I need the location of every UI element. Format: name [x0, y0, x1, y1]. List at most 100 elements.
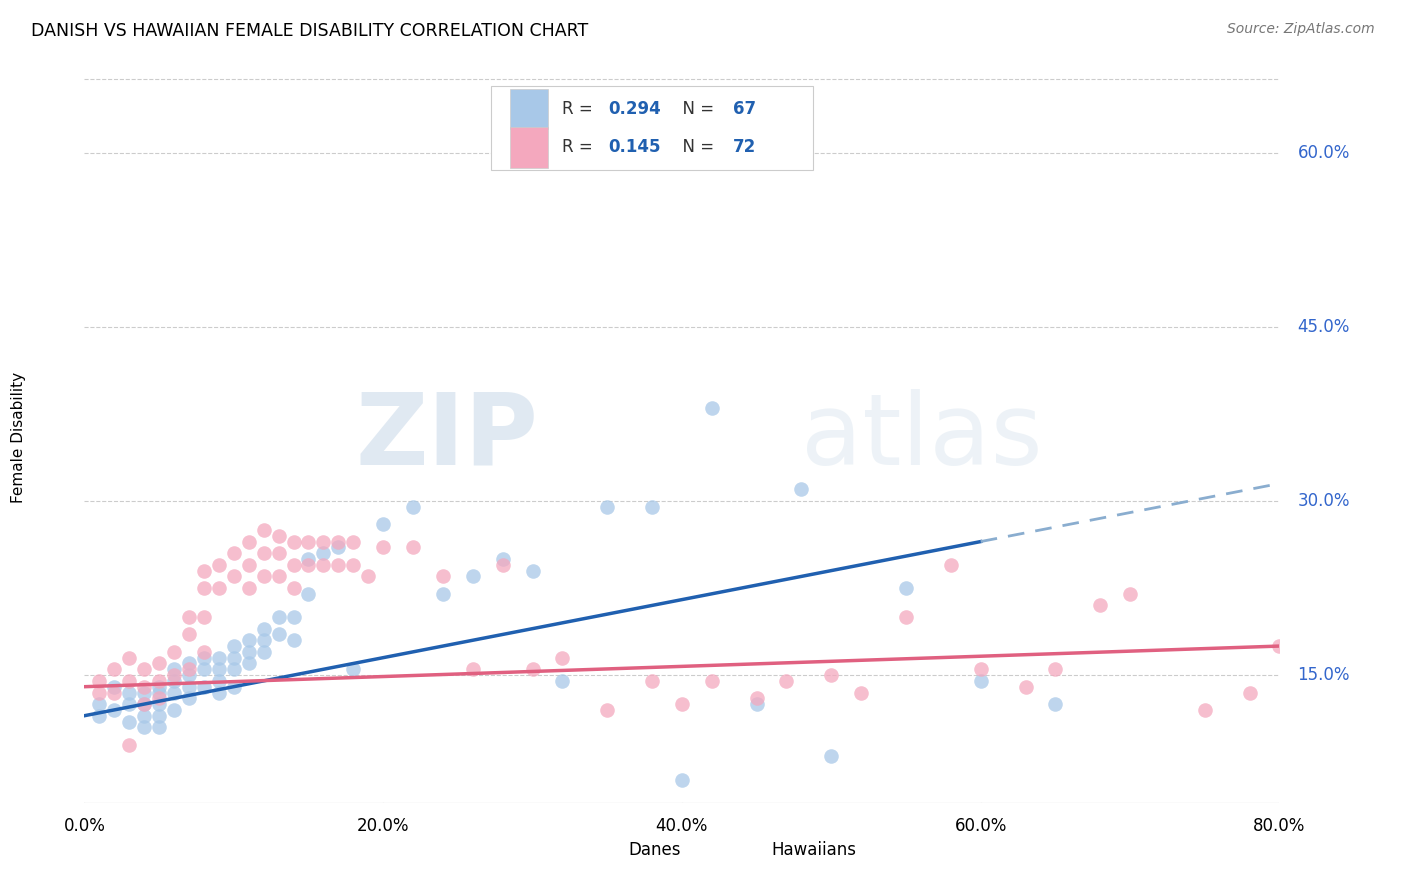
Text: R =: R = — [562, 138, 599, 156]
Point — [894, 610, 917, 624]
Point — [312, 558, 335, 572]
Point — [461, 569, 484, 583]
Text: 20.0%: 20.0% — [357, 817, 409, 835]
Point — [357, 569, 380, 583]
Point — [312, 546, 335, 560]
Point — [402, 541, 425, 555]
Point — [238, 633, 260, 648]
Point — [222, 569, 245, 583]
Point — [132, 708, 156, 723]
Point — [118, 685, 141, 699]
Text: DANISH VS HAWAIIAN FEMALE DISABILITY CORRELATION CHART: DANISH VS HAWAIIAN FEMALE DISABILITY COR… — [31, 22, 588, 40]
Point — [163, 685, 186, 699]
Point — [700, 673, 723, 688]
Point — [894, 581, 917, 595]
Point — [193, 650, 215, 665]
Point — [222, 639, 245, 653]
Point — [222, 650, 245, 665]
Point — [163, 662, 186, 676]
Point — [238, 645, 260, 659]
Point — [193, 680, 215, 694]
Point — [297, 558, 319, 572]
Text: Female Disability: Female Disability — [11, 371, 27, 503]
Point — [939, 558, 962, 572]
Point — [970, 673, 993, 688]
Point — [283, 534, 305, 549]
Point — [193, 581, 215, 595]
Point — [208, 558, 231, 572]
Point — [671, 697, 693, 711]
Point — [312, 534, 335, 549]
Point — [373, 517, 395, 532]
Point — [328, 558, 350, 572]
Point — [1194, 703, 1216, 717]
Point — [641, 500, 664, 514]
Text: 0.145: 0.145 — [607, 138, 661, 156]
Text: 40.0%: 40.0% — [655, 817, 709, 835]
Point — [89, 685, 111, 699]
Point — [1090, 599, 1112, 613]
Point — [132, 697, 156, 711]
Point — [492, 558, 515, 572]
Point — [253, 633, 276, 648]
Point — [432, 587, 454, 601]
Point — [342, 558, 364, 572]
Point — [148, 708, 170, 723]
Point — [132, 680, 156, 694]
Text: R =: R = — [562, 100, 599, 118]
Text: 0.0%: 0.0% — [63, 817, 105, 835]
Point — [492, 552, 515, 566]
Text: 0.294: 0.294 — [607, 100, 661, 118]
Point — [775, 673, 797, 688]
Text: Danes: Danes — [628, 841, 681, 859]
Point — [745, 691, 768, 706]
Point — [522, 564, 544, 578]
Point — [177, 657, 200, 671]
Point — [1014, 680, 1036, 694]
Text: 30.0%: 30.0% — [1298, 491, 1350, 510]
Point — [970, 662, 993, 676]
Point — [328, 534, 350, 549]
Point — [328, 541, 350, 555]
Point — [132, 697, 156, 711]
Point — [253, 546, 276, 560]
Point — [193, 645, 215, 659]
Point — [641, 673, 664, 688]
Point — [208, 673, 231, 688]
Point — [222, 546, 245, 560]
Point — [342, 662, 364, 676]
Point — [596, 703, 619, 717]
Point — [432, 569, 454, 583]
Point — [1045, 697, 1067, 711]
Point — [177, 680, 200, 694]
Point — [177, 610, 200, 624]
Point — [820, 749, 842, 764]
Point — [118, 673, 141, 688]
Text: ZIP: ZIP — [356, 389, 538, 485]
Point — [208, 650, 231, 665]
Point — [373, 541, 395, 555]
Text: 15.0%: 15.0% — [1298, 666, 1350, 684]
Point — [118, 738, 141, 752]
Point — [1045, 662, 1067, 676]
Text: 67: 67 — [734, 100, 756, 118]
Point — [1119, 587, 1142, 601]
Point — [1239, 685, 1261, 699]
Point — [283, 581, 305, 595]
Point — [177, 668, 200, 682]
Point — [283, 610, 305, 624]
Point — [238, 657, 260, 671]
Text: Source: ZipAtlas.com: Source: ZipAtlas.com — [1227, 22, 1375, 37]
Point — [253, 569, 276, 583]
Point — [522, 662, 544, 676]
Point — [297, 534, 319, 549]
Point — [89, 697, 111, 711]
Point — [1268, 639, 1291, 653]
Point — [132, 685, 156, 699]
Point — [790, 483, 813, 497]
Point — [253, 523, 276, 537]
Point — [551, 650, 574, 665]
Point — [118, 697, 141, 711]
Text: 60.0%: 60.0% — [1298, 144, 1350, 161]
Point — [267, 546, 290, 560]
